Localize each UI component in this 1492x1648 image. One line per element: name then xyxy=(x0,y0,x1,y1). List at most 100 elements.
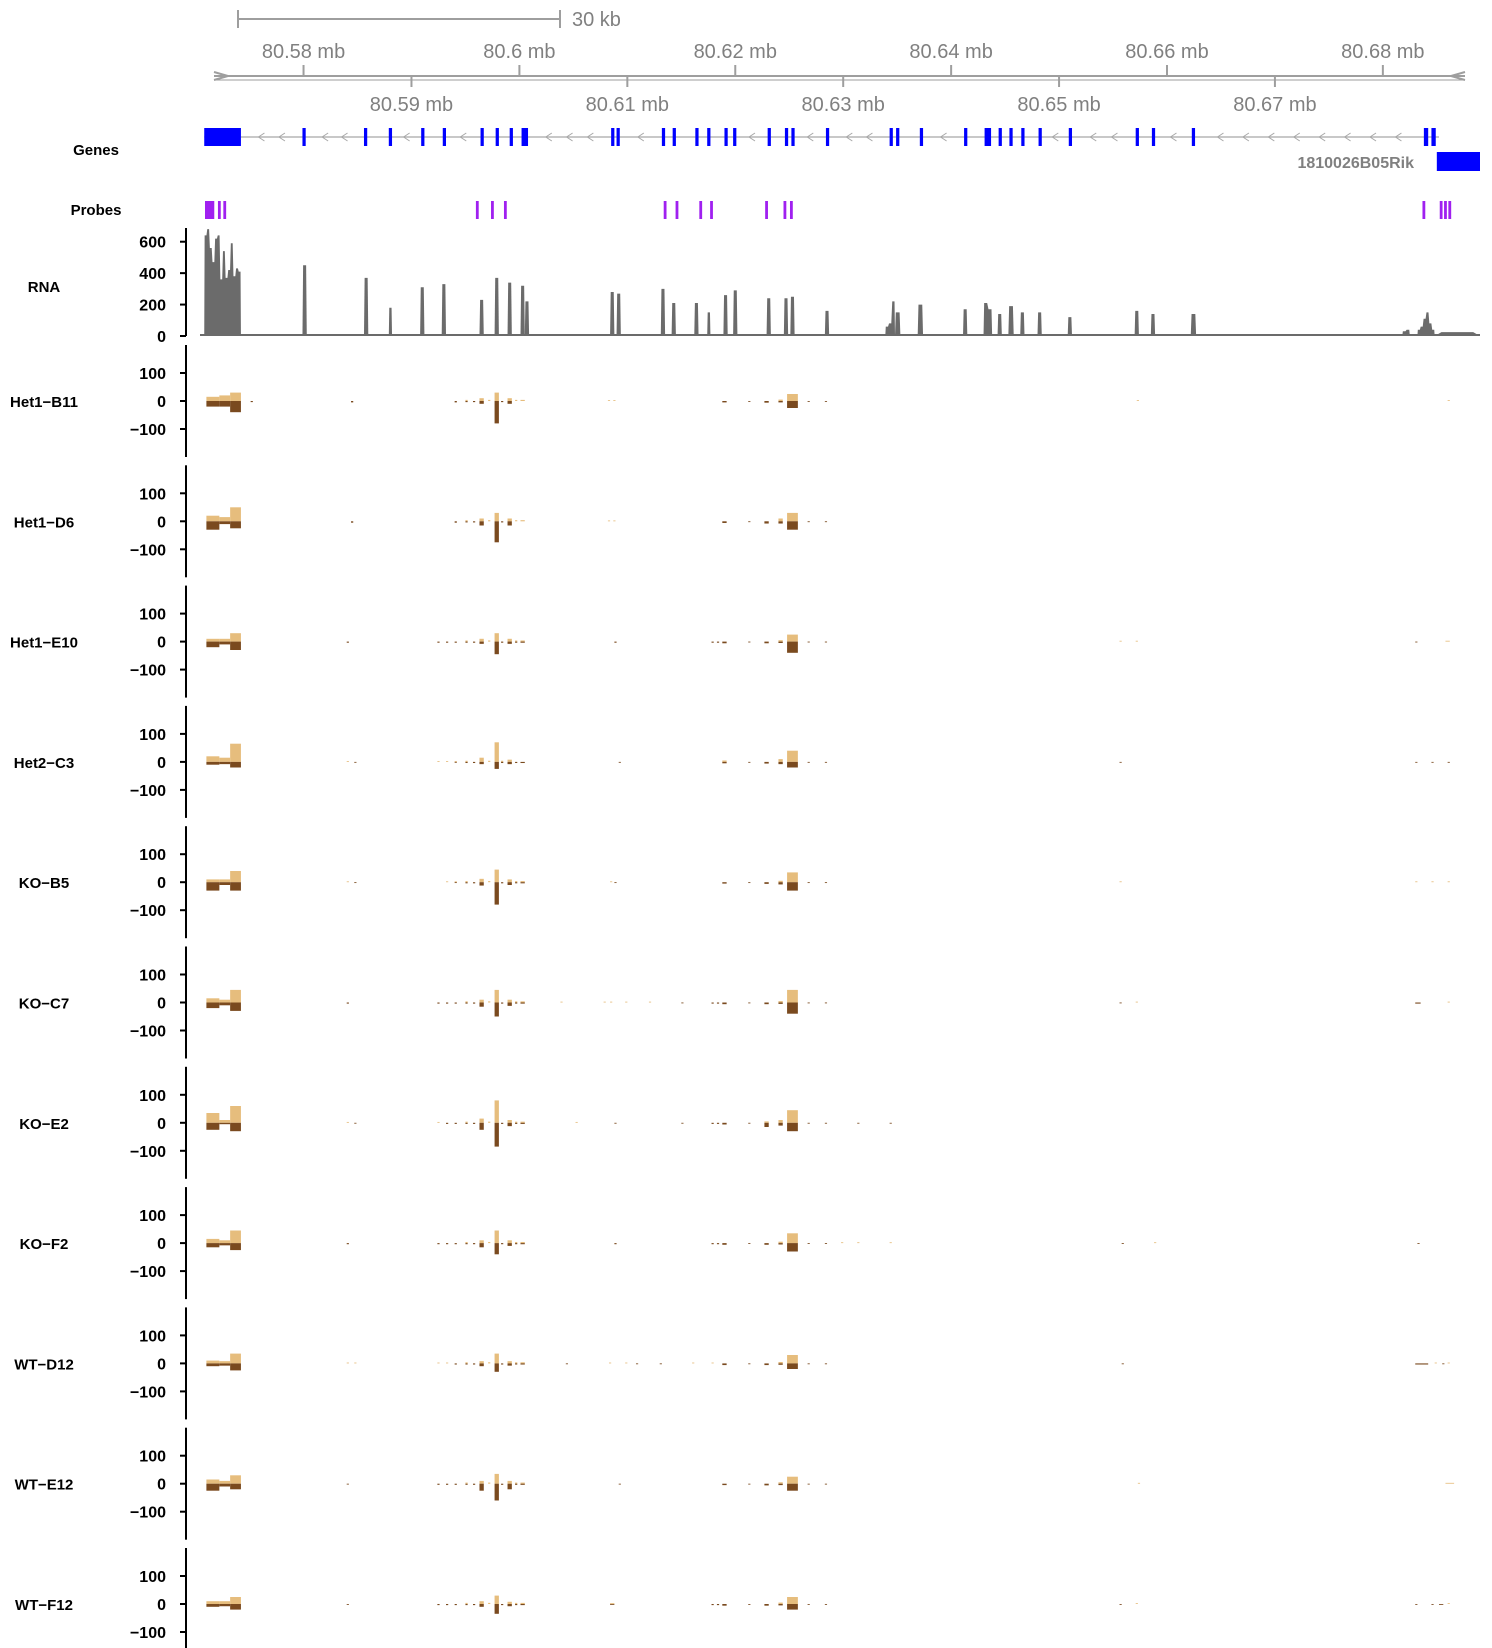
forward-coverage-bar xyxy=(1445,640,1450,642)
reverse-coverage-bar xyxy=(1417,1243,1420,1244)
reverse-coverage-bar xyxy=(748,1604,751,1605)
forward-coverage-bar xyxy=(437,1362,440,1364)
rna-peak xyxy=(707,312,711,336)
sample-label: WT−F12 xyxy=(15,1597,73,1614)
rna-peak xyxy=(1008,306,1014,336)
reverse-coverage-bar xyxy=(824,761,828,763)
reverse-coverage-bar xyxy=(479,1363,484,1367)
forward-coverage-bar xyxy=(787,750,798,762)
reverse-coverage-bar xyxy=(465,1604,468,1606)
sample-y-tick-label: 100 xyxy=(139,727,166,744)
forward-coverage-bar xyxy=(607,520,611,522)
forward-coverage-bar xyxy=(610,1001,613,1003)
forward-coverage-bar xyxy=(437,1121,440,1123)
sample-track: 100 0 −100 KO−B5 xyxy=(19,826,1450,939)
reverse-coverage-bar xyxy=(219,641,231,645)
reverse-coverage-bar xyxy=(465,1363,468,1365)
reverse-coverage-bar xyxy=(764,641,769,644)
sample-y-tick-label: −100 xyxy=(130,903,166,920)
sample-y-tick-label: 0 xyxy=(157,875,166,892)
strand-arrow xyxy=(565,132,573,142)
reverse-coverage-bar xyxy=(824,1243,828,1244)
forward-coverage-bar xyxy=(354,1362,357,1364)
probe-mark xyxy=(503,201,507,219)
reverse-coverage-bar xyxy=(479,1243,484,1248)
forward-coverage-bar xyxy=(219,517,231,522)
reverse-coverage-bar xyxy=(764,401,769,403)
gene-exon xyxy=(1423,128,1429,146)
reverse-coverage-bar xyxy=(520,641,525,643)
gene-exon xyxy=(421,128,425,146)
forward-coverage-bar xyxy=(515,1602,518,1604)
reverse-coverage-bar xyxy=(465,1002,468,1004)
reverse-coverage-bar xyxy=(1415,1363,1429,1365)
rna-peak xyxy=(671,303,676,336)
forward-coverage-bar xyxy=(787,872,798,883)
reverse-coverage-bar xyxy=(230,1002,241,1011)
reverse-coverage-bar xyxy=(748,1122,751,1124)
sample-label: KO−C7 xyxy=(19,996,69,1013)
forward-coverage-bar xyxy=(520,1121,525,1123)
reverse-coverage-bar xyxy=(614,1122,617,1124)
forward-coverage-bar xyxy=(515,399,518,401)
reverse-coverage-bar xyxy=(437,1483,440,1485)
reverse-coverage-bar xyxy=(454,761,457,763)
forward-coverage-bar xyxy=(1447,1362,1450,1364)
forward-coverage-bar xyxy=(625,1362,628,1364)
gene-exon xyxy=(998,128,1002,146)
forward-coverage-bar xyxy=(507,1120,512,1123)
forward-coverage-bar xyxy=(501,760,504,762)
axis-tick-label-lower: 80.61 mb xyxy=(586,94,669,116)
sample-y-tick-label: −100 xyxy=(130,542,166,559)
reverse-coverage-bar xyxy=(764,1483,769,1486)
reverse-coverage-bar xyxy=(354,1122,357,1124)
reverse-coverage-bar xyxy=(748,1243,751,1244)
reverse-coverage-bar xyxy=(472,761,476,764)
sample-label: WT−D12 xyxy=(14,1356,74,1373)
gene-exon xyxy=(204,128,241,146)
reverse-coverage-bar xyxy=(515,1243,518,1245)
reverse-coverage-bar xyxy=(857,1122,860,1124)
reverse-coverage-bar xyxy=(501,521,504,523)
reverse-coverage-bar xyxy=(722,1002,727,1005)
forward-coverage-bar xyxy=(520,1241,525,1244)
reverse-coverage-bar xyxy=(614,641,617,643)
forward-coverage-bar xyxy=(494,869,499,883)
reverse-coverage-bar xyxy=(1431,1604,1434,1605)
probe-mark xyxy=(663,201,667,219)
reverse-coverage-bar xyxy=(764,1122,769,1127)
strand-arrow xyxy=(402,132,410,142)
forward-coverage-bar xyxy=(488,520,491,522)
reverse-coverage-bar xyxy=(748,641,751,643)
sample-y-tick-label: 100 xyxy=(139,1208,166,1225)
forward-coverage-bar xyxy=(479,999,484,1003)
rna-peak xyxy=(1417,312,1435,336)
reverse-coverage-bar xyxy=(346,1604,349,1605)
reverse-coverage-bar xyxy=(748,1483,751,1485)
forward-coverage-bar xyxy=(515,640,518,642)
strand-arrow xyxy=(1343,132,1351,142)
sample-y-tick-label: 100 xyxy=(139,366,166,383)
reverse-coverage-bar xyxy=(520,1243,525,1245)
strand-arrow xyxy=(1242,132,1250,142)
reverse-coverage-bar xyxy=(778,1122,783,1126)
forward-coverage-bar xyxy=(488,1482,491,1484)
reverse-coverage-bar xyxy=(346,1002,349,1004)
forward-coverage-bar xyxy=(465,1001,468,1003)
reverse-coverage-bar xyxy=(507,1363,512,1366)
sample-y-tick-label: 100 xyxy=(139,1328,166,1345)
reverse-coverage-bar xyxy=(778,401,783,403)
scale-bar: 30 kb xyxy=(237,9,621,31)
sample-track: 100 0 −100 WT−D12 xyxy=(14,1307,1450,1420)
gene-exon xyxy=(733,128,737,146)
forward-coverage-bar xyxy=(1136,400,1139,401)
forward-coverage-bar xyxy=(520,640,525,642)
forward-coverage-bar xyxy=(219,999,231,1003)
rna-y-tick-label: 200 xyxy=(139,298,166,315)
forward-coverage-bar xyxy=(465,1602,468,1604)
reverse-coverage-bar xyxy=(446,1002,449,1004)
reverse-coverage-bar xyxy=(472,1243,476,1245)
forward-coverage-bar xyxy=(603,1001,606,1003)
axis-tick-label-lower: 80.65 mb xyxy=(1017,94,1100,116)
reverse-coverage-bar xyxy=(787,1122,798,1132)
